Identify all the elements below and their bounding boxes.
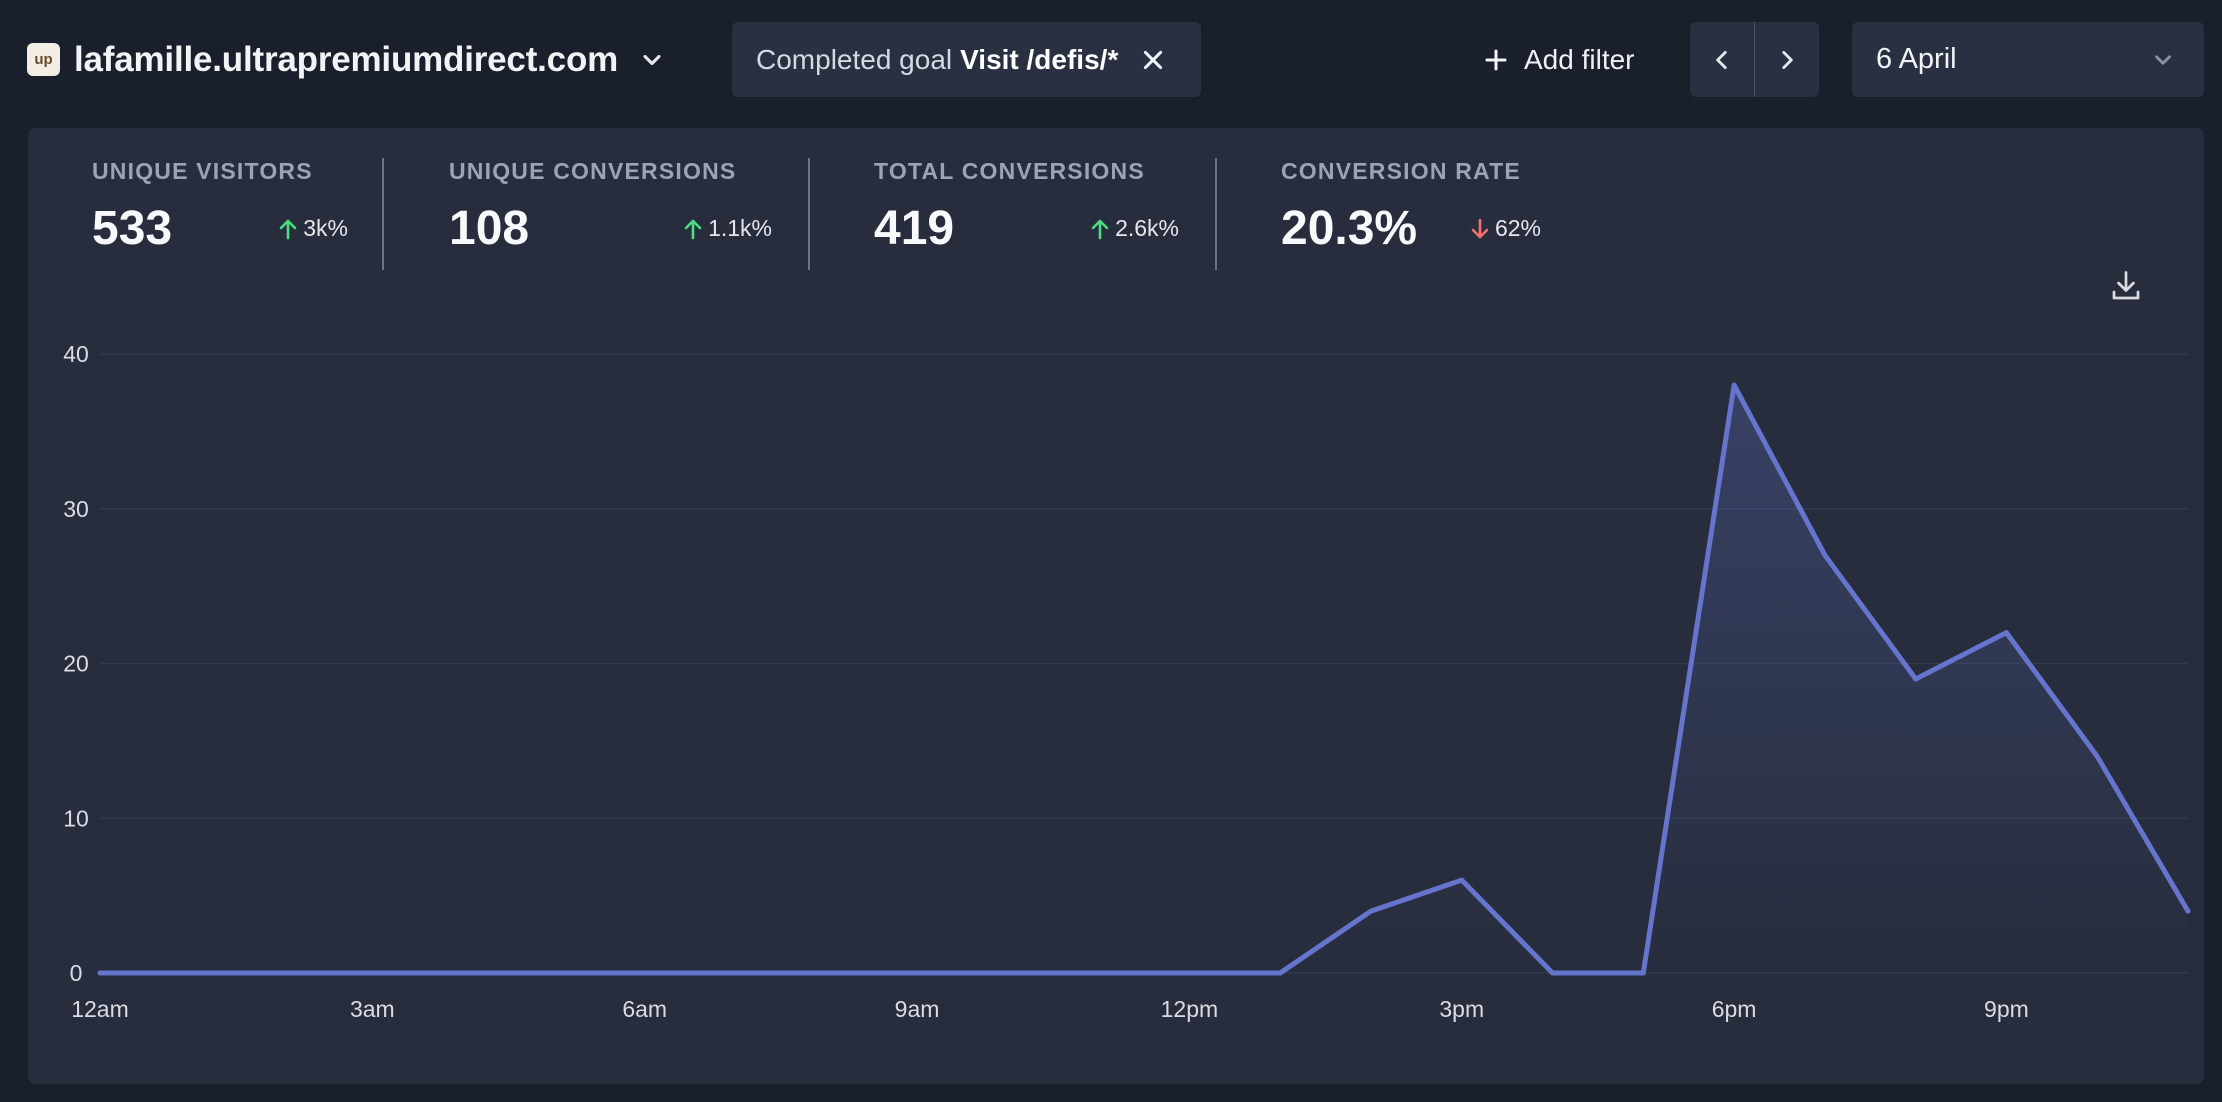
metric-change-text: 2.6k% [1115, 215, 1179, 241]
x-tick-label: 6pm [1712, 996, 1757, 1022]
metric-change: 62% [1471, 215, 1541, 242]
metric-total-conversions[interactable]: TOTAL CONVERSIONS 419 2.6k% [874, 158, 1179, 256]
period-navigation [1690, 22, 1819, 97]
nav-divider [1754, 22, 1755, 97]
metric-label: TOTAL CONVERSIONS [874, 158, 1145, 184]
x-tick-label: 3am [350, 996, 395, 1022]
metric-change-text: 62% [1494, 215, 1541, 241]
filter-prefix: Completed goal [756, 43, 953, 75]
arrow-down-icon [1471, 218, 1489, 238]
metric-change-text: 3k% [303, 215, 348, 241]
metric-change: 1.1k% [684, 215, 772, 242]
metric-change: 2.6k% [1091, 215, 1179, 242]
metric-change-text: 1.1k% [708, 215, 772, 241]
site-favicon: up [27, 43, 60, 76]
goal-filter-chip[interactable]: Completed goal Visit /defis/* [732, 22, 1201, 97]
next-period-button[interactable] [1755, 22, 1819, 97]
filter-value: Visit /defis/* [960, 43, 1119, 75]
x-tick-label: 9am [895, 996, 940, 1022]
x-tick-label: 6am [622, 996, 667, 1022]
y-tick-label: 20 [63, 651, 89, 677]
y-tick-label: 0 [70, 960, 83, 986]
download-icon[interactable] [2108, 268, 2144, 304]
arrow-up-icon [279, 219, 297, 239]
y-tick-label: 10 [63, 805, 89, 831]
metric-divider [1215, 158, 1217, 270]
chevron-right-icon [1782, 50, 1793, 69]
metric-change: 3k% [279, 215, 348, 242]
top-bar: up lafamille.ultrapremiumdirect.com Comp… [0, 0, 2222, 118]
metric-value: 419 [874, 202, 955, 255]
metric-value: 108 [449, 202, 530, 255]
metric-value: 533 [92, 202, 173, 255]
arrow-up-icon [1091, 219, 1109, 239]
metric-label: UNIQUE VISITORS [92, 158, 313, 184]
metric-unique-conversions[interactable]: UNIQUE CONVERSIONS 108 1.1k% [449, 158, 772, 256]
metric-label: UNIQUE CONVERSIONS [449, 158, 737, 184]
metric-label: CONVERSION RATE [1281, 158, 1521, 184]
y-tick-label: 30 [63, 496, 89, 522]
chevron-down-icon [2155, 54, 2171, 65]
visitors-line-chart: 0 10 20 30 40 12am 3am 6am 9am 12pm 3pm 6pm 9pm [63, 341, 2191, 1022]
chevron-left-icon [1716, 50, 1727, 69]
chevron-down-icon [643, 54, 661, 65]
stats-panel: UNIQUE VISITORS 533 3k% UNIQUE CONVERSIO… [28, 128, 2204, 1084]
date-label: 6 April [1876, 43, 1957, 75]
series-area [100, 385, 2188, 973]
site-switcher[interactable]: up lafamille.ultrapremiumdirect.com [27, 22, 666, 97]
x-tick-label: 12pm [1161, 996, 1219, 1022]
previous-period-button[interactable] [1690, 22, 1754, 97]
date-range-picker[interactable]: 6 April [1852, 22, 2204, 97]
site-name: lafamille.ultrapremiumdirect.com [74, 39, 619, 79]
y-tick-label: 40 [63, 341, 89, 367]
x-tick-label: 3pm [1439, 996, 1484, 1022]
close-icon[interactable] [1140, 47, 1166, 73]
x-tick-label: 12am [71, 996, 129, 1022]
metric-unique-visitors[interactable]: UNIQUE VISITORS 533 3k% [92, 158, 348, 256]
add-filter-label: Add filter [1524, 43, 1635, 75]
metric-divider [808, 158, 810, 270]
metric-value: 20.3% [1281, 202, 1418, 255]
series-line [97, 382, 2191, 976]
metric-conversion-rate[interactable]: CONVERSION RATE 20.3% 62% [1281, 158, 1541, 256]
metric-divider [382, 158, 384, 270]
add-filter-button[interactable]: Add filter [1484, 22, 1635, 97]
arrow-up-icon [684, 219, 702, 239]
x-tick-label: 9pm [1984, 996, 2029, 1022]
plus-icon [1485, 49, 1507, 70]
